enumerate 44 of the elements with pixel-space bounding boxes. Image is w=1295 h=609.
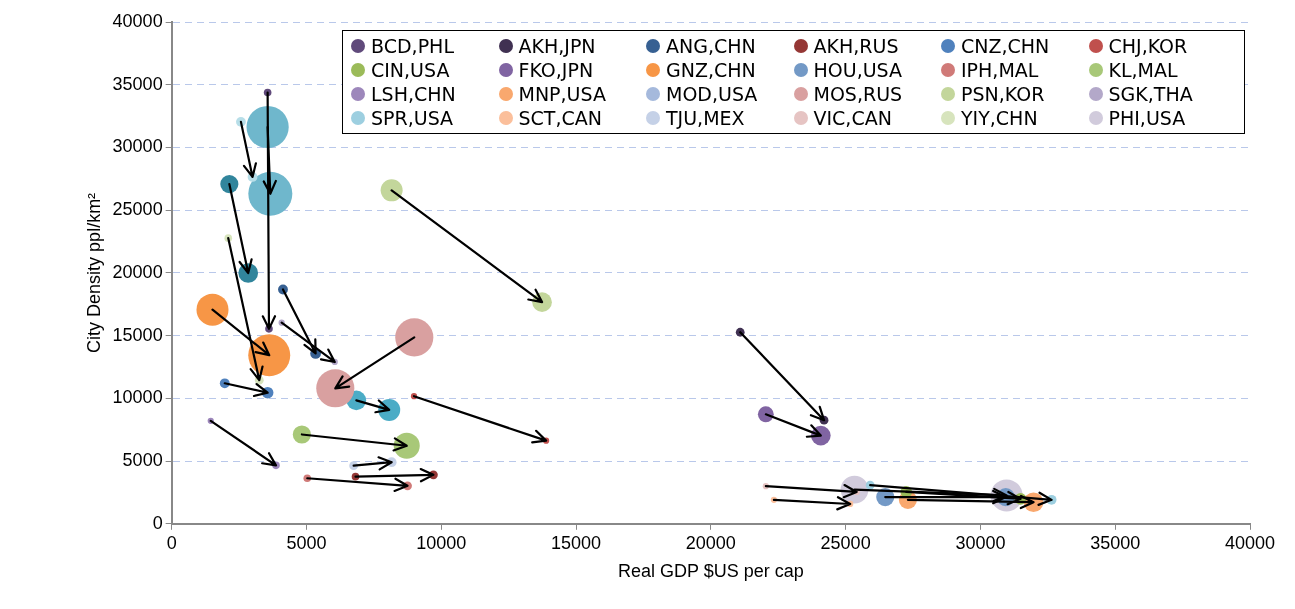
legend-label: CIN,USA <box>371 59 450 81</box>
y-tick-label: 5000 <box>122 450 163 471</box>
y-tick-label: 15000 <box>112 324 163 345</box>
legend-label: KL,MAL <box>1108 59 1178 81</box>
x-tick-label: 15000 <box>551 532 602 553</box>
y-tick-label: 20000 <box>112 261 163 282</box>
legend-label: SPR,USA <box>371 107 454 129</box>
legend-label: GNZ,CHN <box>666 59 756 81</box>
y-tick-label: 10000 <box>112 387 163 408</box>
legend-label: SGK,THA <box>1108 83 1193 105</box>
y-tick-label: 25000 <box>112 199 163 220</box>
legend-label: ANG,CHN <box>666 35 756 57</box>
x-tick-label: 5000 <box>286 532 327 553</box>
x-tick-label: 40000 <box>1224 532 1276 553</box>
legend-label: YIY,CHN <box>961 107 1038 129</box>
x-axis-title: Real GDP $US per cap <box>617 561 804 582</box>
x-tick-label: 30000 <box>955 532 1006 553</box>
x-tick-label: 35000 <box>1090 532 1141 553</box>
legend-label: PHI,USA <box>1108 107 1186 129</box>
legend-label: TJU,MEX <box>666 107 745 129</box>
y-tick-label: 0 <box>152 512 163 533</box>
legend-label: SCT,CAN <box>518 107 602 129</box>
legend-label: MOD,USA <box>666 83 758 105</box>
y-tick-label: 40000 <box>112 10 163 31</box>
legend-label: LSH,CHN <box>371 83 456 105</box>
legend-label: HOU,USA <box>813 59 903 81</box>
legend-label: AKH,RUS <box>813 35 899 57</box>
legend-label: CNZ,CHN <box>961 35 1050 57</box>
x-tick-label: 25000 <box>820 532 871 553</box>
legend-label: IPH,MAL <box>961 59 1039 81</box>
y-axis-title: City Density ppl/km² <box>83 192 104 353</box>
legend-label: FKO,JPN <box>518 59 594 81</box>
legend-label: BCD,PHL <box>371 35 454 57</box>
x-tick-label: 10000 <box>416 532 467 553</box>
x-tick-label: 0 <box>166 532 177 553</box>
x-tick-label: 20000 <box>685 532 736 553</box>
legend-label: CHJ,KOR <box>1108 35 1188 57</box>
y-tick-label: 30000 <box>112 136 163 157</box>
legend-label: MNP,USA <box>518 83 606 105</box>
legend-label: MOS,RUS <box>813 83 903 105</box>
legend-label: AKH,JPN <box>518 35 596 57</box>
y-tick-label: 35000 <box>112 73 163 94</box>
legend-label: VIC,CAN <box>813 107 892 129</box>
legend-label: PSN,KOR <box>961 83 1045 105</box>
